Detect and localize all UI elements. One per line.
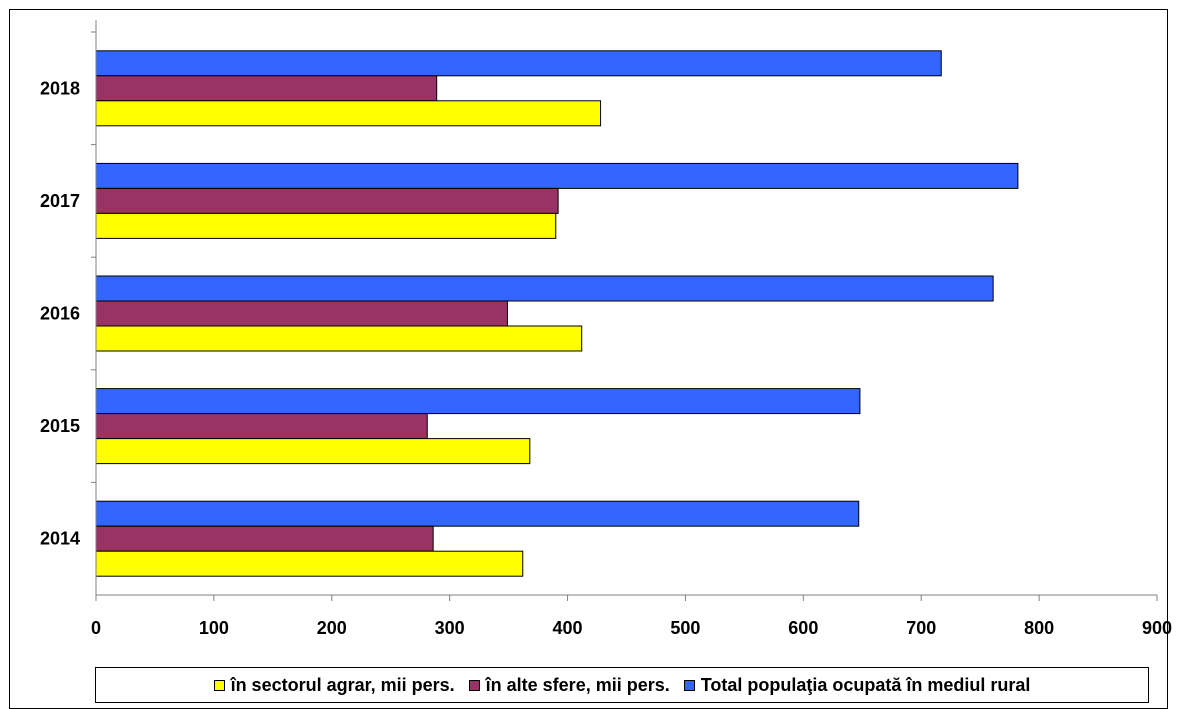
bar-2017-series-2 (95, 187, 559, 214)
x-tick-label-900: 900 (1142, 618, 1172, 638)
x-tick-label-300: 300 (435, 618, 465, 638)
x-tick-label-800: 800 (1024, 618, 1054, 638)
bar-2016-series-1 (95, 325, 583, 352)
legend-swatch-1 (213, 679, 225, 691)
bar-2016-series-2 (95, 300, 508, 327)
legend-label-2: în alte sfere, mii pers. (485, 674, 670, 695)
x-tick-label-400: 400 (553, 618, 583, 638)
x-tick-label-200: 200 (317, 618, 347, 638)
legend-label-1: în sectorul agrar, mii pers. (230, 674, 455, 695)
category-label-2015: 2015 (40, 416, 80, 436)
x-tick-label-100: 100 (199, 618, 229, 638)
legend-label-3: Total populaţia ocupată în mediul rural (700, 674, 1031, 695)
category-label-2014: 2014 (40, 529, 80, 549)
bar-2018-series-1 (95, 100, 602, 127)
bar-2014-series-1 (95, 550, 524, 577)
bar-2017-series-1 (95, 212, 557, 239)
bars-layer (95, 50, 1019, 577)
bar-2018-series-3 (95, 50, 942, 77)
axes-layer (91, 20, 1158, 601)
legend-item-3: Total populaţia ocupată în mediul rural (683, 674, 1031, 696)
x-tick-label-600: 600 (788, 618, 818, 638)
category-label-2017: 2017 (40, 191, 80, 211)
bar-2014-series-2 (95, 525, 434, 552)
legend: în sectorul agrar, mii pers. în alte sfer… (95, 667, 1149, 703)
legend-swatch-3 (683, 679, 695, 691)
x-tick-label-0: 0 (91, 618, 101, 638)
x-tick-label-500: 500 (670, 618, 700, 638)
bar-2018-series-2 (95, 75, 438, 102)
bar-2015-series-1 (95, 438, 531, 465)
bar-2015-series-3 (95, 388, 861, 415)
legend-item-1: în sectorul agrar, mii pers. (213, 674, 455, 696)
bar-2014-series-3 (95, 500, 860, 527)
category-label-2018: 2018 (40, 78, 80, 98)
legend-swatch-2 (468, 679, 480, 691)
legend-item-2: în alte sfere, mii pers. (468, 674, 670, 696)
bar-2016-series-3 (95, 275, 994, 302)
labels-layer: 2014 2015 2016 2017 2018 0 100 200 300 400 500 600 7… (40, 78, 1172, 638)
bar-2015-series-2 (95, 413, 428, 440)
x-tick-label-700: 700 (906, 618, 936, 638)
category-label-2016: 2016 (40, 304, 80, 324)
bar-2017-series-3 (95, 162, 1019, 189)
